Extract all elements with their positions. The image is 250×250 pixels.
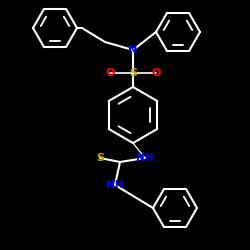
Text: NH: NH: [106, 180, 124, 190]
Text: S: S: [96, 153, 104, 163]
Text: NH: NH: [136, 153, 154, 163]
Text: N: N: [128, 45, 138, 55]
Text: O: O: [105, 68, 115, 78]
Text: S: S: [129, 68, 137, 78]
Text: O: O: [151, 68, 161, 78]
